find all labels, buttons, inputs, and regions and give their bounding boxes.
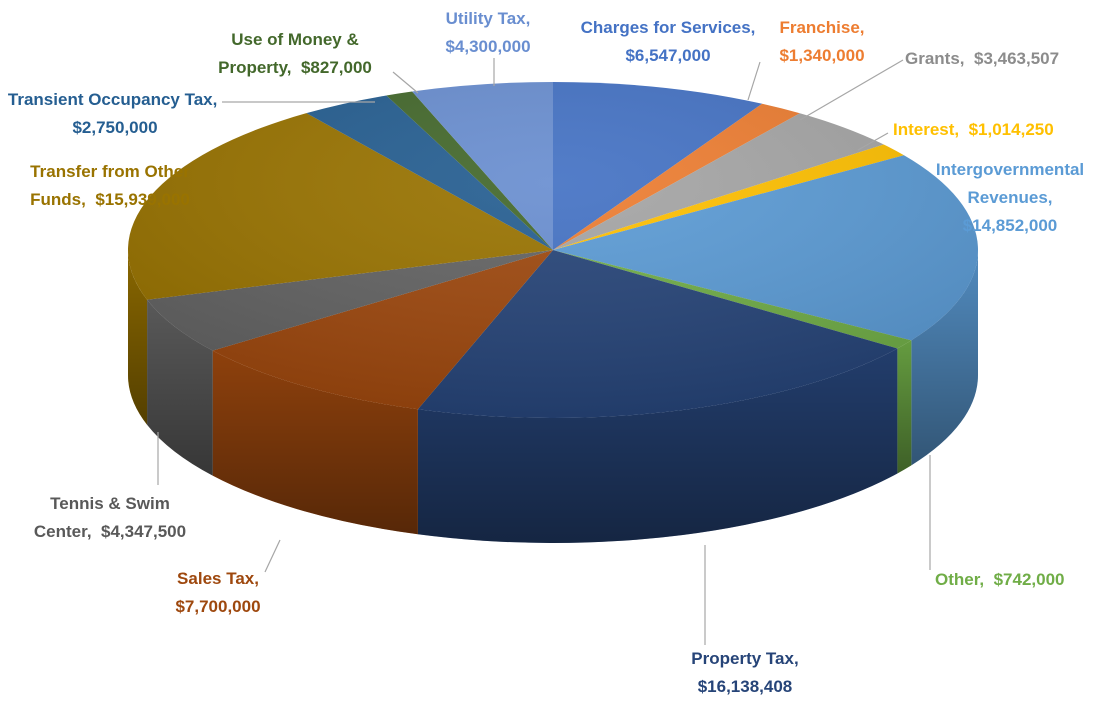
category-label: Property Tax, [691, 649, 799, 668]
category-label: Utility Tax, [445, 9, 531, 28]
slice-side-shade [147, 299, 213, 476]
value-label: $4,300,000 [445, 37, 531, 56]
value-label: $2,750,000 [72, 118, 158, 137]
slice-side-shade [212, 350, 418, 535]
leader-line [392, 71, 419, 94]
value-label: $1,014,250 [968, 120, 1054, 139]
data-label: Property Tax, $16,138,408 [635, 645, 855, 701]
data-label: Other, $742,000 [935, 566, 1102, 594]
category-label: Other, [935, 570, 985, 589]
category-label: Interest, [893, 120, 960, 139]
slice-side-shade [897, 340, 912, 474]
data-label: Interest, $1,014,250 [893, 116, 1102, 144]
data-label: Transient Occupancy Tax, $2,750,000 [3, 86, 228, 142]
value-label: $7,700,000 [175, 597, 261, 616]
top-shade [128, 82, 978, 418]
data-label: Utility Tax, $4,300,000 [413, 5, 563, 61]
category-label: Charges for Services, [580, 18, 756, 37]
category-label: Intergovernmental Revenues, [935, 160, 1085, 207]
data-label: Franchise, $1,340,000 [752, 14, 892, 70]
value-label: $6,547,000 [625, 46, 711, 65]
leader-line [264, 539, 281, 573]
value-label: $827,000 [300, 58, 372, 77]
leader-line [747, 61, 761, 101]
value-label: $14,852,000 [962, 216, 1058, 235]
value-label: $4,347,500 [101, 522, 187, 541]
slice-side-shade [417, 348, 898, 543]
category-label: Transfer from Other Funds, [30, 162, 190, 209]
data-label: Intergovernmental Revenues, $14,852,000 [910, 156, 1102, 240]
category-label: Sales Tax, [177, 569, 259, 588]
category-label: Transient Occupancy Tax, [7, 90, 218, 109]
data-label: Grants, $3,463,507 [905, 45, 1102, 73]
category-label: Grants, [905, 49, 965, 68]
value-label: $1,340,000 [779, 46, 865, 65]
data-label: Use of Money & Property, $827,000 [205, 26, 385, 82]
data-label: Charges for Services, $6,547,000 [553, 14, 783, 70]
value-label: $742,000 [993, 570, 1065, 589]
category-label: Use of Money & Property, [218, 30, 359, 77]
leader-line [799, 59, 904, 121]
data-label: Tennis & Swim Center, $4,347,500 [23, 490, 198, 546]
slice-side-shade [911, 250, 978, 466]
category-label: Tennis & Swim Center, [33, 494, 170, 541]
leader-line [857, 132, 889, 151]
slice-side-shade [128, 250, 148, 425]
value-label: $15,939,000 [95, 190, 190, 209]
data-label: Transfer from Other Funds, $15,939,000 [3, 158, 218, 214]
category-label: Franchise, [779, 18, 865, 37]
data-label: Sales Tax, $7,700,000 [143, 565, 293, 621]
value-label: $3,463,507 [973, 49, 1060, 68]
value-label: $16,138,408 [697, 677, 793, 696]
